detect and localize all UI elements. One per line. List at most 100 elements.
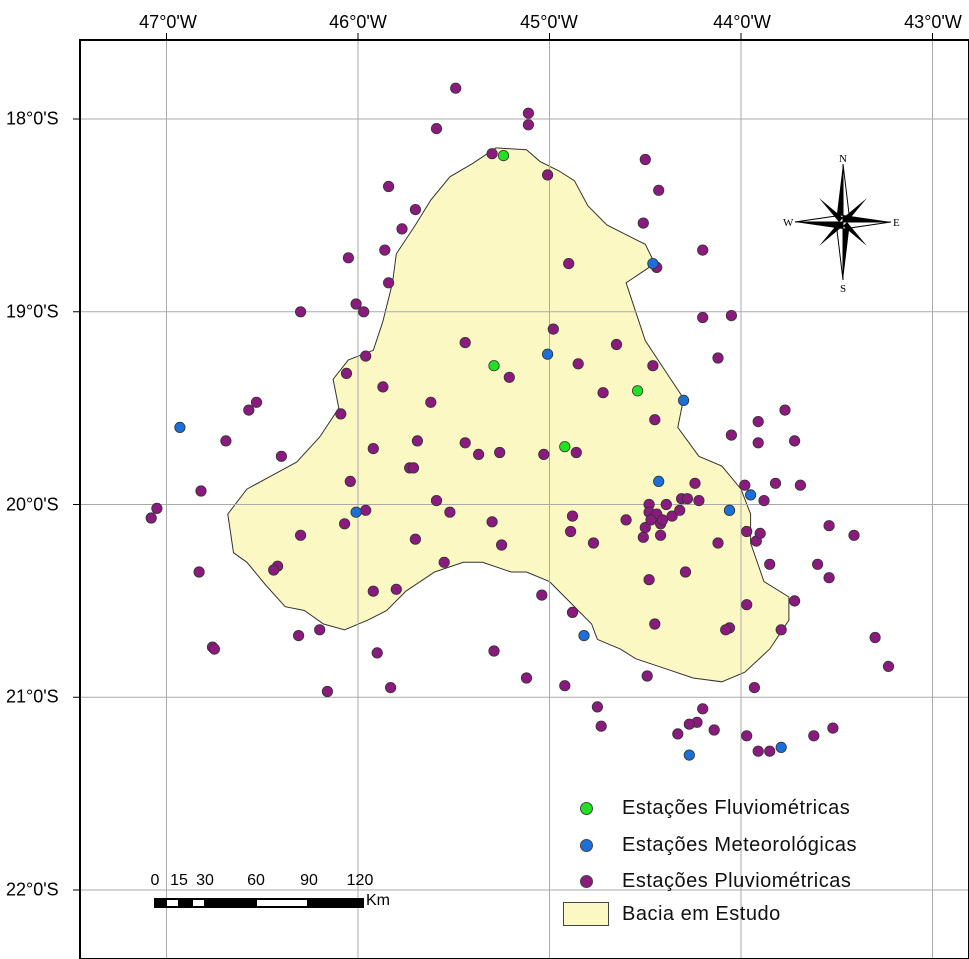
- pluviometric-station-point: [444, 506, 456, 518]
- pluviometric-station-point: [697, 311, 709, 324]
- legend-label: Bacia em Estudo: [622, 902, 781, 925]
- pluviometric-station-point: [503, 371, 515, 383]
- north-arrow-compass-icon: N S E W: [783, 153, 900, 295]
- pluviometric-station-point: [377, 381, 389, 393]
- pluviometric-station-point: [653, 184, 665, 196]
- pluviometric-station-point: [808, 730, 820, 742]
- pluviometric-station-point: [344, 475, 356, 487]
- meteorological-station-point: [174, 421, 186, 433]
- pluviometric-station-point: [407, 462, 420, 474]
- meteorological-station-point: [541, 348, 554, 360]
- pluviometric-station-point: [823, 572, 835, 584]
- pluviometric-station-point: [430, 123, 443, 135]
- pluviometric-station-point: [693, 494, 705, 507]
- pluviometric-station-point: [495, 539, 508, 551]
- pluviometric-station-point: [720, 624, 732, 636]
- pluviometric-station-point: [522, 107, 535, 119]
- pluviometric-station-point: [390, 583, 402, 595]
- pluviometric-station-point: [725, 309, 738, 322]
- compass-w: W: [783, 217, 794, 229]
- pluviometric-station-point: [637, 217, 649, 229]
- legend-label: Estações Meteorológicas: [622, 833, 857, 856]
- fluviometric-station-point: [559, 441, 571, 453]
- pluviometric-station-point: [340, 367, 353, 379]
- pluviometric-station-point: [741, 525, 753, 538]
- compass-s: S: [840, 283, 846, 295]
- pluviometric-station-point: [649, 414, 661, 426]
- pluviometric-station-point: [758, 494, 770, 507]
- lat-label: 21°0'S: [6, 686, 59, 707]
- meteorological-station-point: [578, 629, 590, 642]
- fluviometric-station-point: [631, 385, 644, 397]
- pluviometric-station-point: [145, 512, 157, 524]
- pluviometric-station-point: [488, 645, 500, 657]
- scale-tick-label: 0: [150, 872, 160, 889]
- pluviometric-station-point: [275, 450, 287, 462]
- pluviometric-station-point: [314, 624, 326, 636]
- pluviometric-station-point: [741, 730, 753, 742]
- pluviometric-station-point: [379, 244, 391, 256]
- pluviometric-station-point: [358, 306, 370, 318]
- pluviometric-station-point: [486, 516, 498, 528]
- pluviometric-station-point: [788, 435, 801, 447]
- lat-label: 20°0'S: [6, 494, 59, 515]
- lon-label: 45°0'W: [520, 12, 578, 32]
- pluviometric-station-point: [660, 498, 672, 511]
- pluviometric-station-point: [697, 703, 709, 715]
- meteorological-station-point: [744, 489, 757, 501]
- pluviometric-station-point: [643, 574, 655, 586]
- pluviometric-station-point: [712, 537, 724, 549]
- pluviometric-station-point: [725, 429, 738, 441]
- pluviometric-station-point: [697, 244, 709, 256]
- pluviometric-station-point: [243, 404, 255, 416]
- lon-label: 47°0'W: [139, 12, 197, 32]
- study-basin-polygon: [227, 147, 790, 683]
- pluviometric-station-point: [647, 360, 659, 372]
- scale-unit: Km: [366, 892, 390, 909]
- pluviometric-station-point: [547, 323, 559, 335]
- pluviometric-station-point: [494, 446, 506, 459]
- pluviometric-station-point: [538, 448, 550, 460]
- fluviometric-station-point: [488, 360, 500, 372]
- pluviometric-station-point: [411, 435, 423, 447]
- pluviometric-station-point: [848, 529, 860, 541]
- pluviometric-station-point: [367, 585, 379, 597]
- meteorological-stations-layer: [174, 257, 787, 761]
- legend-label: Estações Fluviométricas: [622, 796, 851, 819]
- pluviometric-station-point: [666, 510, 678, 522]
- pluviometric-station-point: [292, 629, 305, 642]
- pluviometric-station-point: [620, 514, 632, 526]
- pluviometric-station-point: [566, 606, 579, 619]
- meteorological-station-point: [683, 749, 695, 761]
- pluviometric-station-point: [591, 701, 604, 713]
- pluviometric-station-point: [769, 477, 782, 489]
- pluviometric-station-point: [536, 589, 548, 601]
- pluviometric-station-point: [674, 504, 686, 516]
- pluviometric-station-point: [342, 252, 354, 264]
- pluviometric-station-point: [367, 442, 379, 455]
- meteorological-station-point: [723, 504, 736, 516]
- lon-label: 44°0'W: [713, 12, 771, 32]
- pluviometric-station-point: [559, 680, 571, 692]
- pluviometric-station-point: [520, 672, 533, 684]
- meteorological-station-point: [647, 257, 659, 270]
- pluviometric-station-point: [683, 718, 695, 730]
- pluviometric-station-point: [472, 448, 485, 460]
- pluviometric-station-point: [827, 722, 839, 734]
- pluviometric-station-point: [739, 479, 751, 491]
- pluviometric-station-point: [811, 558, 824, 570]
- pluviometric-station-point: [382, 180, 395, 193]
- fluviometric-station-point: [497, 150, 510, 162]
- legend-item-pluviometric: Estações Pluviométricas: [560, 868, 851, 894]
- scale-tick-label: 60: [247, 872, 265, 889]
- pluviometric-station-point: [294, 529, 307, 541]
- pluviometric-station-point: [208, 643, 220, 655]
- pluviometric-station-point: [360, 350, 372, 362]
- pluviometric-station-point: [689, 477, 701, 489]
- lat-label: 19°0'S: [6, 301, 59, 322]
- pluviometric-station-point: [570, 446, 582, 459]
- pluviometric-station-point: [823, 520, 835, 532]
- pluviometric-station-point: [338, 518, 351, 530]
- pluviometric-station-point: [654, 529, 667, 541]
